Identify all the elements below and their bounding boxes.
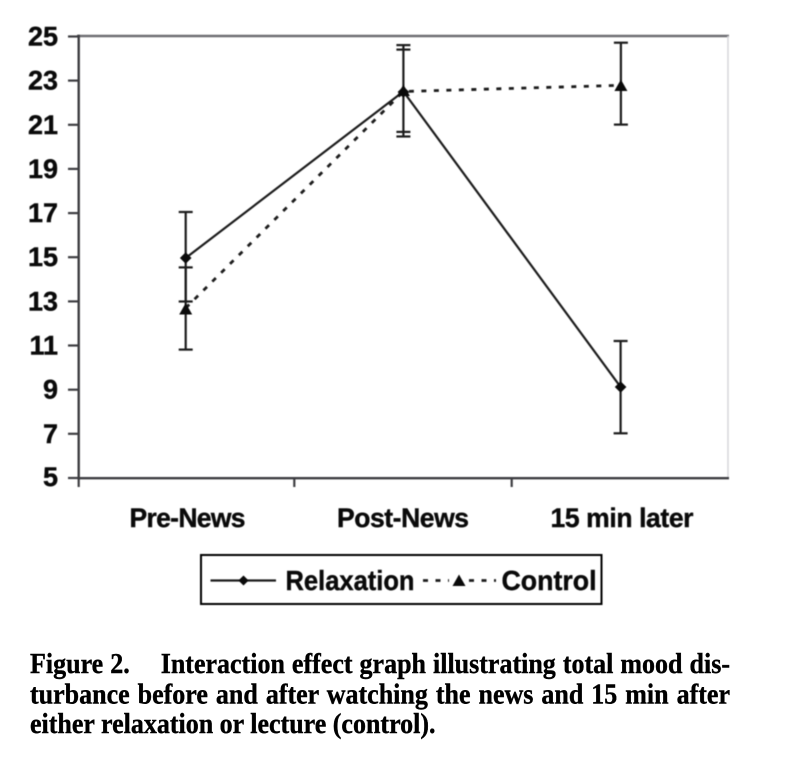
svg-text:23: 23: [28, 66, 58, 96]
svg-text:21: 21: [28, 110, 58, 140]
svg-text:15: 15: [28, 242, 58, 272]
svg-text:13: 13: [28, 286, 58, 316]
svg-text:15 min later: 15 min later: [551, 503, 694, 533]
svg-text:Post-News: Post-News: [337, 503, 469, 533]
svg-text:Control: Control: [502, 565, 597, 596]
svg-text:25: 25: [28, 22, 58, 52]
svg-text:Relaxation: Relaxation: [286, 565, 415, 596]
svg-text:Pre-News: Pre-News: [130, 503, 246, 533]
svg-text:9: 9: [43, 375, 58, 405]
svg-text:5: 5: [43, 462, 58, 492]
svg-text:11: 11: [29, 331, 58, 361]
svg-text:7: 7: [43, 419, 58, 449]
svg-text:17: 17: [28, 198, 58, 228]
svg-text:19: 19: [28, 154, 58, 184]
